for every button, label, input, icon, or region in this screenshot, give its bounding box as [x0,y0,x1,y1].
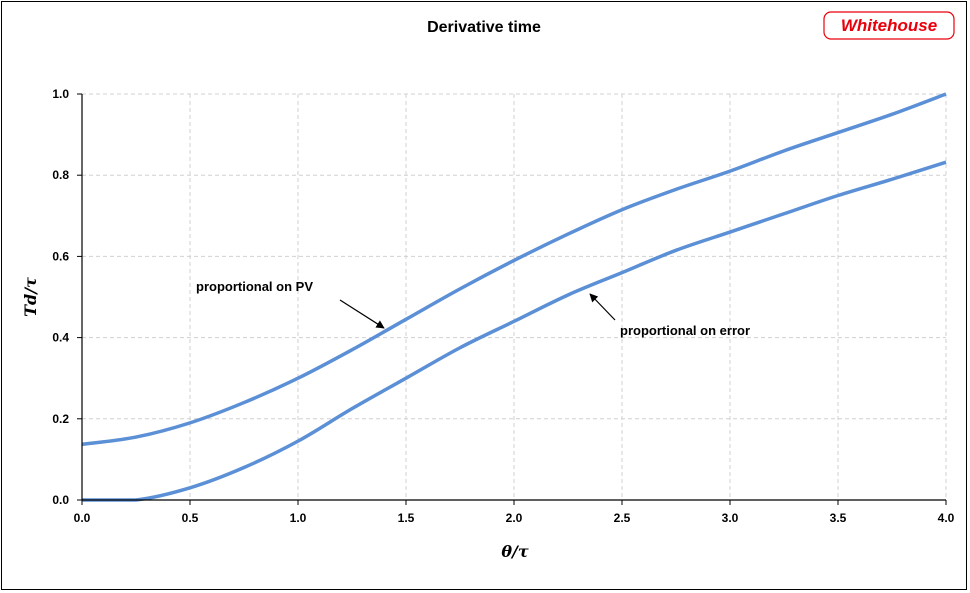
annotation-pv: proportional on PV [196,279,313,294]
y-tick-label: 0.8 [52,168,69,182]
whitehouse-logo: Whitehouse [823,11,955,40]
x-tick-label: 0.0 [74,511,91,525]
chart-title: Derivative time [427,19,541,36]
y-tick-label: 1.0 [52,87,69,101]
y-tick-label: 0.0 [52,493,69,507]
series-line-pv [81,92,947,447]
y-axis-label: Td/τ [21,277,40,317]
x-tick-label: 3.0 [722,511,739,525]
x-tick-label: 1.5 [398,511,415,525]
y-tick-label: 0.6 [52,249,69,263]
x-axis-label: θ/τ [501,542,529,561]
y-tick-label: 0.4 [52,331,69,345]
x-tick-label: 0.5 [182,511,199,525]
logo-text: Whitehouse [841,16,937,35]
annotation-arrow-pv [339,299,385,329]
x-tick-label: 3.5 [830,511,847,525]
series-line-error [81,160,947,502]
x-tick-label: 2.5 [614,511,631,525]
x-tick-label: 1.0 [290,511,307,525]
x-tick-label: 2.0 [506,511,523,525]
annotation-arrow-error [589,293,616,321]
annotation-error: proportional on error [620,323,750,338]
x-tick-label: 4.0 [938,511,955,525]
y-tick-label: 0.2 [52,412,69,426]
